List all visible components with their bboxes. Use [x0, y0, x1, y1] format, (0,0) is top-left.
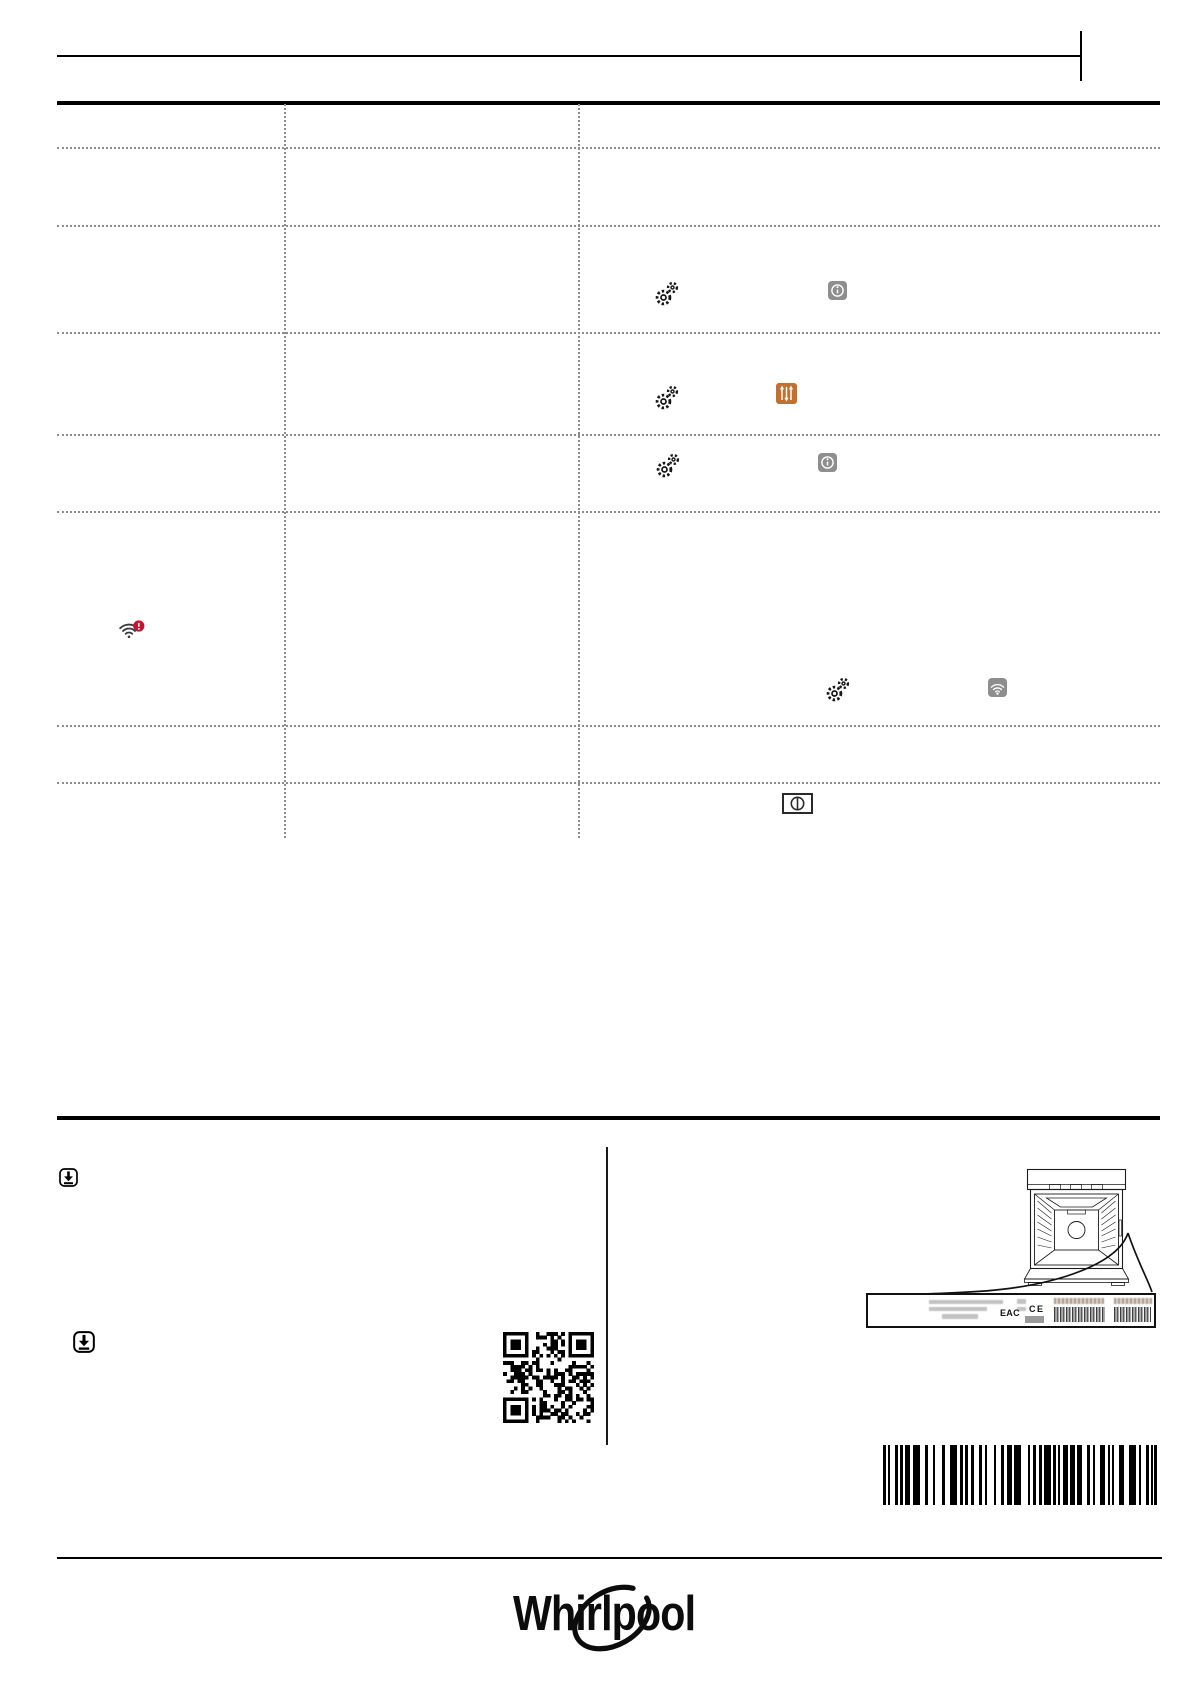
- header-rule: [57, 55, 1081, 57]
- row-divider: [57, 511, 1160, 513]
- adjust-sliders-button-icon: [776, 383, 797, 404]
- column-divider: [284, 104, 286, 838]
- wifi-button-icon: [988, 678, 1007, 697]
- blurred-text-line: [942, 1314, 978, 1319]
- row-divider: [57, 225, 1160, 227]
- row-divider: [57, 332, 1160, 334]
- settings-gears-icon: [654, 279, 680, 307]
- whirlpool-logo: Whirlpool: [513, 1584, 696, 1652]
- ce-mark: CE: [1029, 1304, 1045, 1314]
- blurred-symbol: [1017, 1299, 1026, 1304]
- crop-mark: [1080, 31, 1082, 81]
- wifi-icon: [988, 678, 1007, 697]
- rating-plate-pointer-line: [868, 1232, 1153, 1296]
- blurred-text-line: [929, 1300, 1003, 1304]
- mini-barcode: [1054, 1307, 1105, 1322]
- rating-plate-label: EAC CE: [866, 1293, 1156, 1328]
- eac-mark: EAC: [1000, 1308, 1020, 1318]
- row-divider: [57, 434, 1160, 436]
- footer-rule: [57, 1557, 1162, 1559]
- blurred-gray-box: [1025, 1316, 1044, 1323]
- power-button-icon: [782, 793, 813, 814]
- qr-code: [503, 1332, 594, 1423]
- section-rule-bottom: [57, 1116, 1160, 1120]
- circled-i-icon: [828, 281, 847, 300]
- info-button-icon: [828, 281, 847, 300]
- blurred-text-line: [929, 1307, 987, 1311]
- row-divider: [57, 782, 1160, 784]
- brand-wordmark: Whirlpool: [513, 1586, 695, 1641]
- product-barcode: [883, 1445, 1157, 1505]
- power-symbol-icon: [784, 795, 811, 812]
- logo-swirl: [572, 1584, 652, 1652]
- blurred-symbol: [1017, 1307, 1026, 1311]
- download-icon: [73, 1331, 95, 1353]
- settings-gears-icon: [655, 451, 681, 479]
- info-button-icon: [818, 453, 837, 472]
- blurred-serial-digits: [1054, 1298, 1104, 1304]
- section-rule-top: [57, 101, 1160, 105]
- row-divider: [57, 725, 1160, 727]
- circled-i-icon: [818, 453, 837, 472]
- column-divider: [578, 104, 580, 838]
- vertical-divider: [606, 1147, 608, 1445]
- settings-gears-icon: [825, 675, 851, 703]
- download-icon: [59, 1168, 78, 1187]
- blurred-serial-digits: [1114, 1298, 1152, 1304]
- sliders-icon: [776, 383, 797, 404]
- mini-barcode: [1114, 1307, 1151, 1322]
- settings-gears-icon: [654, 383, 680, 411]
- wifi-error-icon: [116, 615, 146, 641]
- row-divider: [57, 147, 1160, 149]
